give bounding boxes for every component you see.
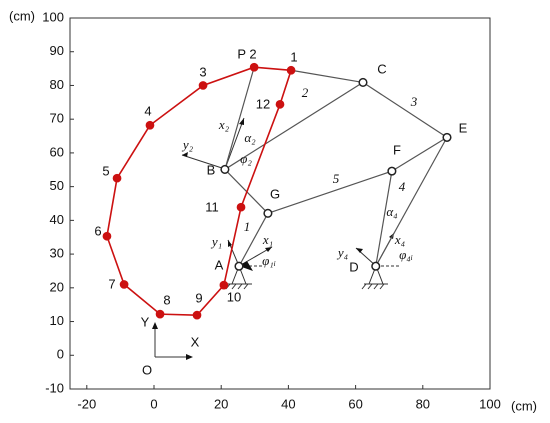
series-line (290, 69, 364, 84)
trajectory-point (236, 202, 246, 212)
trajectory-point (286, 65, 296, 75)
annotation: α₂ (244, 130, 256, 145)
series-line (267, 170, 393, 214)
annotation: 6 (94, 223, 101, 238)
trajectory-point (192, 310, 202, 320)
annotation: 7 (108, 276, 115, 291)
annotation: C (377, 61, 386, 76)
annotation: E (459, 120, 468, 135)
series-line (391, 136, 448, 172)
joint (442, 132, 452, 142)
y-tick-label: 50 (50, 178, 64, 193)
y-tick-label: 0 (57, 347, 64, 362)
annotation: x₁ (262, 232, 273, 247)
annotation: 4 (399, 179, 406, 194)
annotation: x₂ (218, 117, 230, 132)
y-tick-label: 20 (50, 279, 64, 294)
annotation: 10 (227, 289, 241, 304)
trajectory-point (112, 173, 122, 183)
trajectory-point (155, 309, 165, 319)
y-tick-label: -10 (45, 380, 64, 395)
annotation: Y (141, 314, 150, 329)
joint (263, 208, 273, 218)
y-tick-label: 10 (50, 313, 64, 328)
annotation: 9 (195, 290, 202, 305)
x-tick-label: 100 (479, 396, 501, 411)
trajectory-point (145, 120, 155, 130)
annotation: 8 (163, 292, 170, 307)
annotation: 5 (333, 171, 340, 186)
annotation: 2 (302, 85, 309, 100)
layout-decor (154, 117, 400, 358)
annotation: y₁ (210, 234, 222, 249)
annotation: 4 (144, 103, 151, 118)
annotation: X (191, 334, 200, 349)
y-tick-label: 90 (50, 43, 64, 58)
y-tick-label: 30 (50, 246, 64, 261)
annotation: B (207, 162, 216, 177)
series-line (375, 171, 393, 267)
annotation: 3 (410, 94, 418, 109)
annotation: φ₂ (240, 151, 252, 166)
series-line (362, 81, 448, 138)
trajectory-point (198, 81, 208, 90)
y-tick-label: 70 (50, 111, 64, 126)
series-line (224, 67, 255, 170)
annotation: α₄ (386, 204, 398, 219)
series-line (375, 137, 448, 267)
annotation: 5 (102, 163, 109, 178)
x-tick-label: 0 (150, 396, 157, 411)
joint (220, 164, 230, 174)
x-tick-label: 40 (281, 396, 295, 411)
y-tick-label: 60 (50, 144, 64, 159)
annotation: D (349, 259, 358, 274)
trajectory-point (102, 231, 112, 241)
annotation: x₄ (394, 232, 406, 247)
annotation: 1 (290, 49, 297, 64)
joint (234, 261, 244, 271)
trajectory-point (249, 62, 259, 72)
joint (358, 77, 368, 87)
annotation: 3 (199, 64, 206, 79)
annotation: O (142, 362, 152, 377)
x-tick-label: 20 (214, 396, 228, 411)
x-tick-label: 80 (416, 396, 430, 411)
trajectory-point (219, 280, 229, 290)
series-line (224, 81, 364, 170)
annotation: 1 (244, 219, 251, 234)
joint (371, 261, 381, 271)
annotation: y₂ (181, 137, 194, 152)
y-tick-label: 40 (50, 212, 64, 227)
series-line (238, 212, 269, 267)
x-tick-label: 60 (348, 396, 362, 411)
annotation: A (215, 257, 224, 272)
annotation: 11 (205, 199, 219, 214)
y-tick-label: 100 (42, 9, 64, 24)
annotation: G (270, 186, 280, 201)
joint (387, 166, 397, 176)
annotation: φ₁ᵢ (262, 253, 276, 268)
x-tick-label: -20 (77, 396, 96, 411)
plot-frame (69, 17, 491, 390)
arrow-heads (152, 118, 394, 360)
trajectory-point (275, 99, 285, 109)
annotation: 12 (256, 96, 270, 111)
x-axis-label: (cm) (511, 398, 537, 413)
trajectory-point (119, 280, 129, 289)
y-tick-label: 80 (50, 77, 64, 92)
annotation: P 2 (237, 46, 256, 61)
annotation: y₄ (336, 245, 349, 260)
annotation: φ₄ᵢ (399, 247, 413, 262)
y-axis-label: (cm) (9, 8, 35, 23)
annotation: F (393, 142, 401, 157)
